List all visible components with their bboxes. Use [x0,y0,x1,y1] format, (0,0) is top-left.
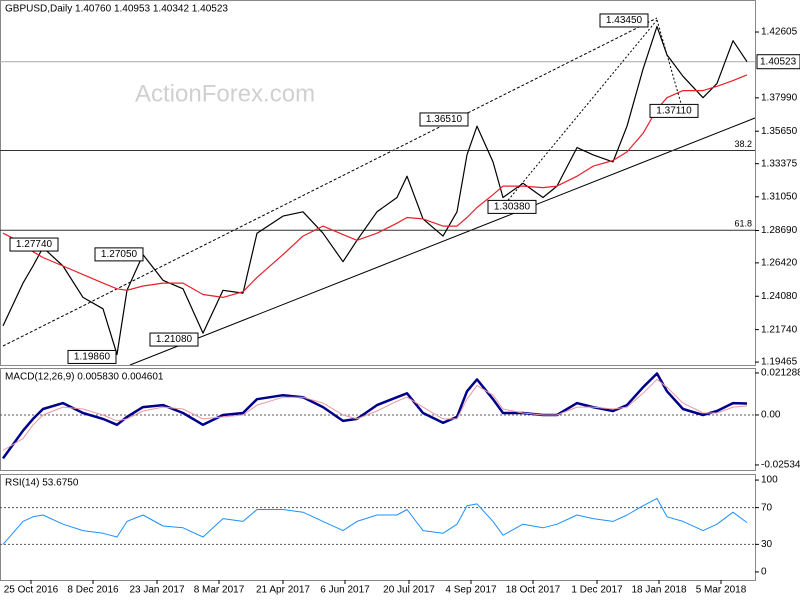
last-price-box [756,54,800,70]
annotation-box [67,349,117,364]
annotation-label: 1.21080 [156,334,193,345]
y-tick-label: 1.35650 [761,126,798,137]
x-tick-label: 8 Mar 2017 [194,585,245,596]
support-trendline [129,117,756,366]
y-tick-label: 1.21740 [761,324,798,335]
y-tick-label: 1.37990 [761,92,798,103]
y-tick-label: 1.42605 [761,27,798,38]
panel-title: RSI(14) 53.6750 [5,478,79,489]
panel-title: GBPUSD,Daily 1.40760 1.40953 1.40342 1.4… [5,4,228,15]
annotation-label: 1.43450 [606,15,643,26]
y-tick-label: 0 [761,567,767,578]
annotation-box [94,247,144,262]
y-tick-label: 1.31050 [761,191,798,202]
last-price-label: 1.40523 [760,56,797,67]
y-tick-label: 1.24080 [761,291,798,302]
series-line [2,378,748,451]
x-tick-label: 8 Dec 2016 [67,585,119,596]
series-line [2,25,748,355]
y-tick-label: 0.021288 [761,368,800,379]
watermark: ActionForex.com [135,80,315,107]
x-tick-label: 23 Jan 2017 [129,585,184,596]
annotation-label: 1.30380 [494,202,531,213]
annotation-box [149,332,199,347]
series-line [1,372,748,460]
annotation-label: 1.27050 [101,249,138,260]
annotation-box [9,237,59,252]
x-tick-label: 20 Jul 2017 [383,585,435,596]
annotation-box [599,13,649,28]
annotation-label: 1.37110 [656,106,692,117]
panel-frame [0,368,756,471]
y-tick-label: 1.28690 [761,225,798,236]
annotation-box [649,103,699,118]
annotation-box [487,199,537,214]
zigzag-line [502,19,658,207]
y-tick-label: 1.26420 [761,258,798,269]
y-tick-label: 0.00 [761,410,781,421]
x-tick-label: 1 Dec 2017 [571,585,623,596]
panel-frame [0,474,756,581]
annotation-label: 1.27740 [16,239,53,250]
x-tick-label: 5 Mar 2018 [696,585,747,596]
series-line [2,74,748,298]
panel-frame [0,0,756,366]
fib-label: 38.2 [734,139,752,149]
y-tick-label: 70 [761,502,773,513]
annotation-box [419,112,469,127]
annotation-label: 1.36510 [426,114,463,125]
x-tick-label: 25 Oct 2016 [4,585,59,596]
panel-title: MACD(12,26,9) 0.005830 0.004601 [5,372,164,383]
x-tick-label: 18 Jan 2018 [631,585,686,596]
fib-label: 61.8 [734,219,752,229]
series-line [2,497,748,545]
x-tick-label: 21 Apr 2017 [256,585,310,596]
y-tick-label: -0.025342 [761,460,800,471]
x-tick-label: 18 Oct 2017 [506,585,561,596]
channel-trendline [2,17,658,347]
y-tick-label: 1.33375 [761,158,798,169]
y-tick-label: 100 [761,475,778,486]
x-tick-label: 6 Jun 2017 [320,585,370,596]
x-tick-label: 4 Sep 2017 [445,585,497,596]
y-tick-label: 30 [761,539,773,550]
annotation-label: 1.19860 [74,352,111,363]
y-tick-label: 1.19465 [761,357,798,368]
